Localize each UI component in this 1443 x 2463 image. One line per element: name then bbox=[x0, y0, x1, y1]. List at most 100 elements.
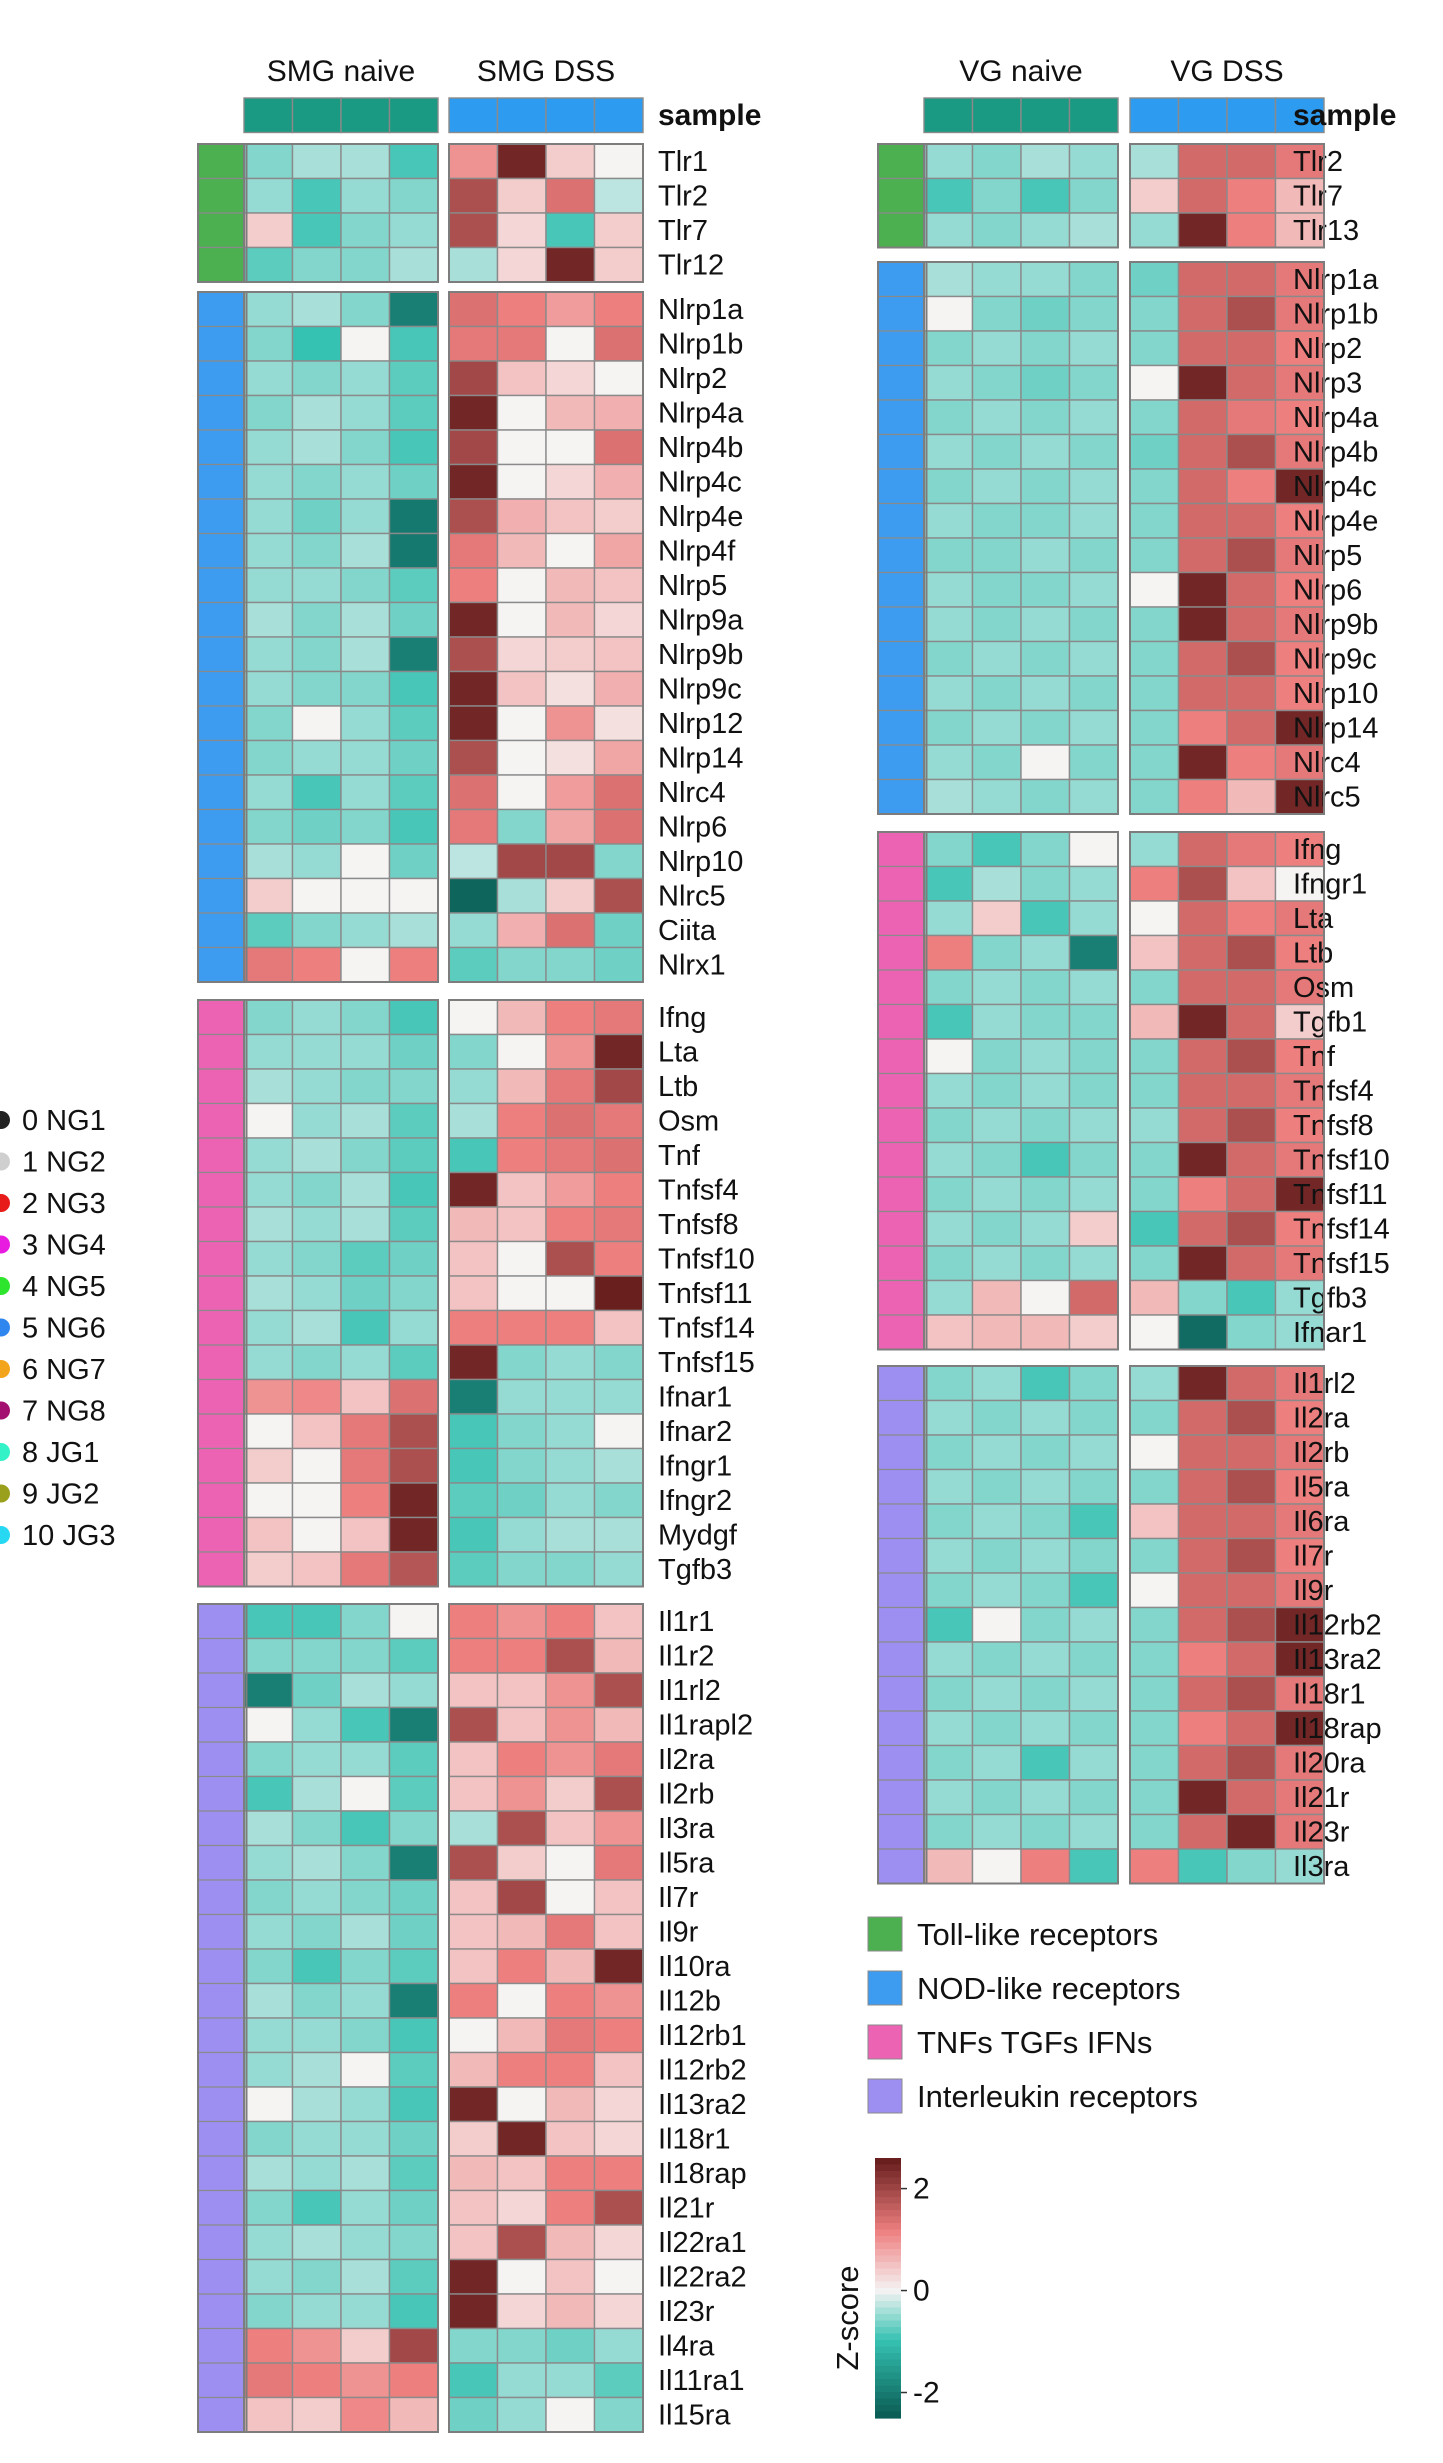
heatmap-cell bbox=[340, 946, 391, 983]
heatmap-cell bbox=[291, 429, 342, 466]
gene-label: Nlrp5 bbox=[1293, 540, 1362, 572]
heatmap-cell bbox=[388, 1603, 439, 1640]
heatmap-cell bbox=[291, 1741, 342, 1778]
gene-label: Nlrp14 bbox=[658, 742, 743, 774]
color-scale-tick-label: -2 bbox=[913, 2377, 940, 2410]
heatmap-cell bbox=[291, 1982, 342, 2019]
cluster-legend-label: 10 JG3 bbox=[22, 1520, 116, 1552]
heatmap-cell bbox=[593, 2224, 644, 2261]
heatmap-cell bbox=[1068, 433, 1119, 470]
heatmap-cell bbox=[1068, 640, 1119, 677]
heatmap-cell bbox=[243, 1137, 294, 1174]
category-annotation-cell bbox=[197, 2155, 248, 2192]
category-annotation-cell bbox=[877, 1038, 928, 1075]
color-scale-step bbox=[875, 2197, 901, 2205]
heatmap-cell bbox=[291, 1102, 342, 1139]
heatmap-cell bbox=[971, 744, 1022, 781]
heatmap-cell bbox=[1020, 1503, 1071, 1540]
heatmap-cell bbox=[1129, 571, 1180, 608]
heatmap-cell bbox=[593, 394, 644, 431]
heatmap-cell bbox=[340, 774, 391, 811]
heatmap-cell bbox=[496, 2327, 547, 2364]
heatmap-cell bbox=[545, 1551, 596, 1588]
group-title-vg-1: VG DSS bbox=[1170, 55, 1283, 88]
heatmap-cell bbox=[340, 1637, 391, 1674]
heatmap-cell bbox=[1068, 1503, 1119, 1540]
gene-label: Nlrp9b bbox=[1293, 609, 1378, 641]
cluster-legend-label: 1 NG2 bbox=[22, 1147, 106, 1179]
heatmap-cell bbox=[1226, 1641, 1277, 1678]
heatmap-cell bbox=[593, 2258, 644, 2295]
heatmap-cell bbox=[1020, 1779, 1071, 1816]
heatmap-cell bbox=[1129, 330, 1180, 367]
heatmap-cell bbox=[1177, 831, 1228, 868]
heatmap-cell bbox=[1129, 1848, 1180, 1885]
category-annotation-cell bbox=[197, 1706, 248, 1743]
gene-label: Il18r1 bbox=[658, 2123, 731, 2155]
heatmap-cell bbox=[340, 532, 391, 569]
heatmap-cell bbox=[545, 808, 596, 845]
heatmap-cell bbox=[545, 498, 596, 535]
sample-annotation-cell bbox=[1274, 97, 1325, 134]
heatmap-cell bbox=[545, 2120, 596, 2157]
category-annotation-cell bbox=[877, 969, 928, 1006]
category-annotation-cell bbox=[877, 1434, 928, 1471]
heatmap-cell bbox=[545, 1482, 596, 1519]
heatmap-cell bbox=[243, 2155, 294, 2192]
category-annotation-cell bbox=[197, 567, 248, 604]
heatmap-cell bbox=[1274, 1434, 1325, 1471]
color-scale-step bbox=[875, 2275, 901, 2283]
heatmap-cell bbox=[1177, 1176, 1228, 1213]
category-annotation-cell bbox=[197, 705, 248, 742]
gene-label: Nlrp4a bbox=[1293, 402, 1379, 434]
heatmap-cell bbox=[971, 1537, 1022, 1574]
heatmap-cell bbox=[388, 1171, 439, 1208]
heatmap-cell bbox=[971, 571, 1022, 608]
gene-label: Il10ra bbox=[658, 1951, 731, 1983]
color-scale-step bbox=[875, 2288, 901, 2296]
category-annotation-cell bbox=[877, 1710, 928, 1747]
heatmap-block-outline bbox=[923, 1365, 1119, 1885]
heatmap-cell bbox=[388, 1879, 439, 1916]
heatmap-cell bbox=[971, 969, 1022, 1006]
heatmap-cell bbox=[545, 1741, 596, 1778]
heatmap-cell bbox=[1177, 1434, 1228, 1471]
heatmap-cell bbox=[1177, 143, 1228, 180]
color-scale-step bbox=[875, 2359, 901, 2367]
category-annotation-cell bbox=[877, 900, 928, 937]
heatmap-cell bbox=[1177, 640, 1228, 677]
sample-annotation-cell bbox=[388, 97, 439, 134]
heatmap-cell bbox=[388, 1033, 439, 1070]
gene-label: Nlrp5 bbox=[658, 570, 727, 602]
category-annotation-cell bbox=[877, 364, 928, 401]
heatmap-cell bbox=[971, 177, 1022, 214]
heatmap-cell bbox=[1177, 1038, 1228, 1075]
heatmap-cell bbox=[340, 1206, 391, 1243]
heatmap-cell bbox=[545, 1879, 596, 1916]
heatmap-cell bbox=[291, 705, 342, 742]
heatmap-cell bbox=[1129, 537, 1180, 574]
heatmap-cell bbox=[388, 774, 439, 811]
category-annotation-cell bbox=[877, 1675, 928, 1712]
sample-annotation-cell bbox=[1226, 97, 1277, 134]
heatmap-cell bbox=[340, 177, 391, 214]
gene-label: Tnf bbox=[658, 1140, 701, 1172]
heatmap-cell bbox=[1129, 1606, 1180, 1643]
heatmap-cell bbox=[496, 177, 547, 214]
heatmap-cell bbox=[923, 1399, 974, 1436]
heatmap-cell bbox=[340, 636, 391, 673]
heatmap-cell bbox=[496, 1275, 547, 1312]
category-annotation-cell bbox=[877, 468, 928, 505]
heatmap-cell bbox=[1177, 177, 1228, 214]
category-block-outline bbox=[197, 999, 248, 1588]
heatmap-cell bbox=[1274, 934, 1325, 971]
heatmap-cell bbox=[545, 1844, 596, 1881]
category-annotation-cell bbox=[197, 2327, 248, 2364]
heatmap-cell bbox=[496, 1309, 547, 1346]
heatmap-cell bbox=[291, 946, 342, 983]
heatmap-cell bbox=[388, 1068, 439, 1105]
heatmap-cell bbox=[1068, 295, 1119, 332]
category-annotation-cell bbox=[197, 1775, 248, 1812]
heatmap-cell bbox=[340, 2051, 391, 2088]
